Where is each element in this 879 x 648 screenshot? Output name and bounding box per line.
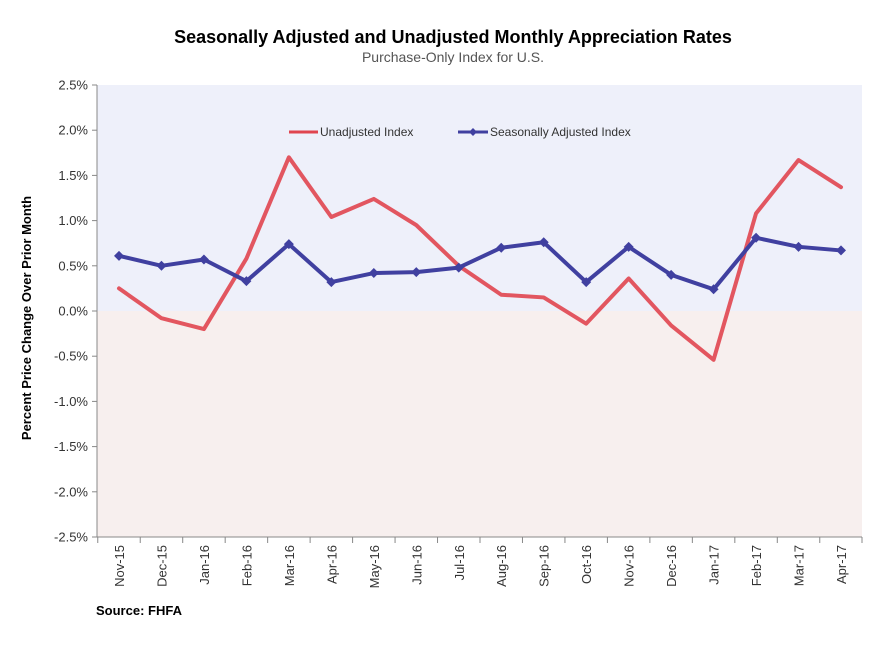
x-tick-label: Mar-17 — [792, 545, 807, 586]
x-tick-label: Oct-16 — [579, 545, 594, 584]
x-tick-label: Aug-16 — [494, 545, 509, 587]
chart-subtitle: Purchase-Only Index for U.S. — [362, 49, 544, 65]
data-point — [623, 241, 634, 252]
legend: Unadjusted Index Seasonally Adjusted Ind… — [289, 125, 631, 139]
data-point — [411, 267, 422, 278]
x-tick-label: Feb-16 — [239, 545, 254, 586]
data-point — [538, 237, 549, 248]
y-axis-label: Percent Price Change Over Prior Month — [19, 196, 34, 440]
legend-marker-seasonally-adjusted — [469, 128, 477, 136]
x-tick-label: Dec-15 — [154, 545, 169, 587]
y-axis-ticks: 2.5% 2.0% 1.5% 1.0% 0.5% 0.0% -0.5% -1.0% -1.5% -… — [54, 78, 97, 545]
data-point — [283, 239, 294, 250]
y-tick-label: -2.5% — [54, 530, 88, 545]
data-point — [708, 284, 719, 295]
x-tick-label: Apr-17 — [834, 545, 849, 584]
data-point — [114, 250, 124, 261]
x-tick-label: Mar-16 — [282, 545, 297, 586]
x-axis-ticks: Nov-15 Dec-15 Jan-16 Feb-16 Mar-16 Apr-16 May-… — [97, 537, 863, 588]
y-tick-label: -0.5% — [54, 349, 88, 364]
data-point — [156, 260, 167, 271]
x-tick-label: Apr-16 — [324, 545, 339, 584]
x-tick-label: Sep-16 — [537, 545, 552, 587]
y-tick-label: 1.0% — [58, 213, 88, 228]
data-point — [793, 241, 804, 252]
data-point — [751, 232, 762, 243]
plot-background-positive — [97, 85, 862, 311]
data-point — [368, 268, 379, 279]
x-tick-label: Nov-15 — [112, 545, 127, 587]
x-tick-label: Jul-16 — [452, 545, 467, 580]
data-point — [198, 254, 209, 265]
y-tick-label: 1.5% — [58, 168, 88, 183]
chart-title: Seasonally Adjusted and Unadjusted Month… — [174, 27, 732, 47]
data-point — [581, 277, 592, 288]
legend-label-seasonally-adjusted: Seasonally Adjusted Index — [490, 125, 631, 139]
y-tick-label: -2.0% — [54, 484, 88, 499]
data-point — [496, 242, 507, 253]
data-point — [836, 245, 846, 256]
y-tick-label: 2.0% — [58, 123, 88, 138]
x-tick-label: Dec-16 — [664, 545, 679, 587]
x-tick-label: Nov-16 — [622, 545, 637, 587]
plot-background-negative — [97, 311, 862, 537]
x-tick-label: Jan-17 — [707, 545, 722, 585]
x-tick-label: May-16 — [367, 545, 382, 588]
legend-label-unadjusted: Unadjusted Index — [320, 125, 413, 139]
x-tick-label: Jun-16 — [409, 545, 424, 585]
series-layer — [114, 155, 846, 362]
x-tick-label: Jan-16 — [197, 545, 212, 585]
y-tick-label: 0.0% — [58, 304, 88, 319]
x-tick-label: Feb-17 — [749, 545, 764, 586]
y-tick-label: -1.0% — [54, 394, 88, 409]
data-point — [326, 277, 337, 288]
data-point — [666, 269, 677, 280]
data-point — [453, 262, 464, 273]
y-tick-label: 2.5% — [58, 78, 88, 93]
series-line-unadjusted — [117, 155, 843, 362]
source-note: Source: FHFA — [96, 603, 183, 618]
series-line-seasonally-adjusted — [117, 235, 843, 292]
y-tick-label: -1.5% — [54, 439, 88, 454]
y-tick-label: 0.5% — [58, 258, 88, 273]
data-point — [241, 276, 252, 287]
